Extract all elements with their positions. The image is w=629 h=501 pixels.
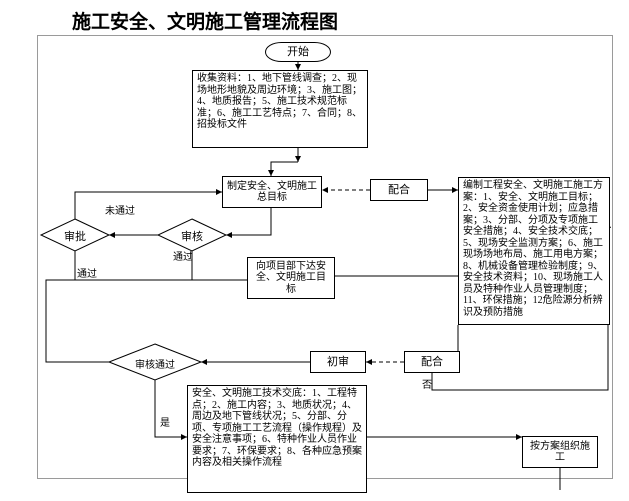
node-plan: 编制工程安全、文明施工施工方案：1、安全、文明施工目标；2、安全资金使用计划；应… <box>458 177 610 325</box>
label-no: 否 <box>422 376 432 391</box>
node-briefing: 安全、文明施工技术交底：1、工程特点；2、施工内容；3、地质状况；4、周边及地下… <box>187 385 367 493</box>
node-execute: 按方案组织施工 <box>522 436 598 468</box>
node-collect: 收集资料：1、地下管线调查；2、现场地形地貌及周边环境；3、施工图；4、地质报告… <box>192 70 368 148</box>
node-cooperate-2: 配合 <box>404 351 460 373</box>
diamond-shenhe-label: 审核 <box>158 228 226 244</box>
node-assign: 向项目部下达安全、文明施工目标 <box>247 257 335 299</box>
node-prelim-review: 初审 <box>310 351 366 373</box>
diamond-shenpi-label: 审批 <box>41 228 109 244</box>
diamond-shtg-label: 审核通过 <box>109 356 201 371</box>
label-not-pass: 未通过 <box>105 202 135 217</box>
flowchart-canvas: 施工安全、文明施工管理流程图 开始 收集资料：1、地下管线调查；2、现场地形地貌… <box>0 0 629 501</box>
node-cooperate-1: 配合 <box>370 179 428 201</box>
node-start: 开始 <box>265 42 331 62</box>
label-pass-b: 通过 <box>77 265 97 280</box>
label-pass-a: 通过 <box>173 248 193 263</box>
page-title: 施工安全、文明施工管理流程图 <box>72 7 338 34</box>
label-yes: 是 <box>160 414 170 429</box>
node-set-target: 制定安全、文明施工总目标 <box>222 176 322 208</box>
